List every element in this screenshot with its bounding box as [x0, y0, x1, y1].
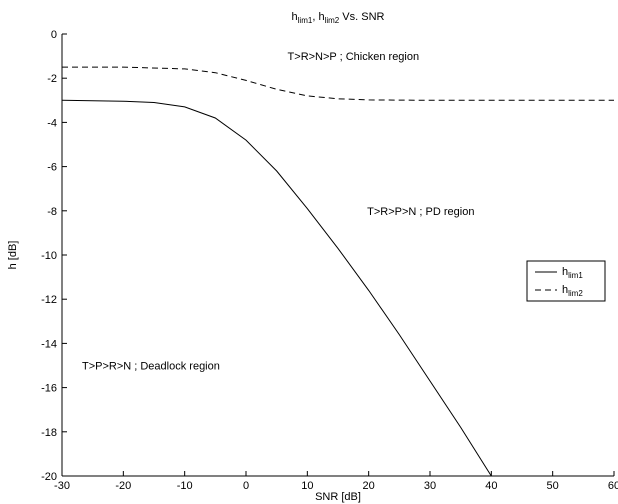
region-annotation: T>P>R>N ; Deadlock region: [82, 361, 220, 373]
legend-entry-lim2: hlim2: [562, 284, 583, 298]
region-annotation: T>R>P>N ; PD region: [367, 206, 474, 218]
y-tick-label: -8: [47, 206, 57, 218]
legend-box: [526, 260, 606, 302]
series-line-lim2: [62, 66, 614, 101]
x-axis-label: SNR [dB]: [315, 491, 361, 503]
x-tick-label: -20: [115, 480, 131, 492]
x-tick-label: 30: [424, 480, 436, 492]
y-tick-label: -6: [47, 162, 57, 174]
y-ticks: 0 -2 -4 -6 -8 -10 -12 -14 -16 -18 -20: [41, 29, 67, 483]
y-tick-label: -12: [41, 294, 57, 306]
y-tick-label: -20: [41, 471, 57, 483]
x-tick-label: 50: [547, 480, 559, 492]
plot-area: -30 -20 -10 0 10 20 30 40 50 60 0-2-4-6-8-10-12-1…: [41, 29, 618, 492]
region-annotation: T>R>N>P ; Chicken region: [288, 51, 420, 63]
annotation-layer: T>R>N>P ; Chicken region T>R>P>N ; PD reg…: [82, 51, 474, 372]
y-tick-label: -10: [41, 250, 57, 262]
x-tick-label: 40: [485, 480, 497, 492]
y-tick-label: -4: [47, 117, 57, 129]
x-tick-label: -10: [177, 480, 193, 492]
chart-title: hlim1, hlim2 Vs. SNR: [292, 11, 385, 25]
series-layer: [61, 66, 614, 477]
y-tick-label: -2: [47, 73, 57, 85]
y-tick-label: -14: [41, 338, 57, 350]
series-line-lim1: [61, 99, 492, 477]
legend: hlim1 hlim2: [526, 260, 606, 302]
x-tick-label: 10: [301, 480, 313, 492]
x-tick-label: -30: [54, 480, 70, 492]
y-tick-label: 0: [51, 29, 57, 41]
y-tick-label: -18: [41, 427, 57, 439]
legend-entry-lim1: hlim1: [562, 266, 583, 280]
x-tick-label: 20: [363, 480, 375, 492]
x-tick-label: 60: [608, 480, 618, 492]
x-tick-label: 0: [243, 480, 249, 492]
y-tick-label: -16: [41, 383, 57, 395]
y-axis-label: h [dB]: [7, 241, 19, 270]
